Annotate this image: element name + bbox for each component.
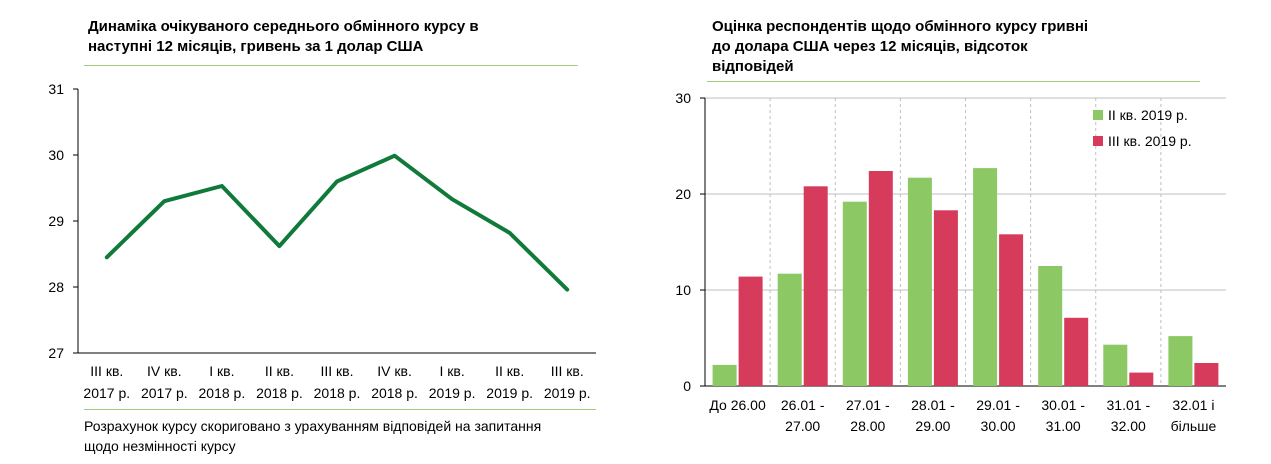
right-title-line-3: відповідей	[712, 58, 794, 75]
legend-label: III кв. 2019 р.	[1108, 133, 1192, 149]
left-x-tick-label: 2019 р.	[544, 385, 591, 401]
right-x-tick-label: 27.00	[785, 418, 820, 434]
bar-q3-2019	[738, 276, 763, 386]
right-x-tick-label: 29.01 -	[976, 397, 1020, 413]
left-x-tick-label: 2019 р.	[429, 385, 476, 401]
left-title-rule	[84, 65, 578, 66]
right-x-tick-label: 26.01 -	[781, 397, 825, 413]
right-x-tick-label: 29.00	[915, 418, 950, 434]
left-x-tick-label: I кв.	[209, 363, 234, 379]
legend-swatch	[1093, 136, 1103, 146]
right-x-tick-label: 30.01 -	[1041, 397, 1085, 413]
left-title-line-2: наступні 12 місяців, гривень за 1 долар …	[88, 38, 424, 55]
left-chart-note: Розрахунок курсу скориговано з урахуванн…	[84, 416, 614, 456]
left-y-tick-label: 30	[48, 147, 64, 163]
bar-q2-2019	[842, 201, 867, 386]
left-chart-title: Динаміка очікуваного середнього обмінног…	[88, 17, 588, 57]
left-title-line-1: Динаміка очікуваного середнього обмінног…	[88, 18, 479, 35]
bar-q3-2019	[1064, 317, 1089, 386]
bar-q3-2019	[1129, 372, 1154, 386]
bar-q2-2019	[1103, 344, 1128, 386]
left-x-tick-label: 2018 р.	[256, 385, 303, 401]
right-x-tick-label: До 26.00	[709, 397, 766, 413]
bar-q3-2019	[803, 186, 828, 386]
bar-q3-2019	[868, 171, 893, 386]
legend-label: II кв. 2019 р.	[1108, 107, 1188, 123]
left-x-tick-label: 2019 р.	[486, 385, 533, 401]
bar-q3-2019	[999, 234, 1024, 386]
legend-swatch	[1093, 110, 1103, 120]
left-x-tick-label: III кв.	[90, 363, 123, 379]
right-y-tick-label: 20	[675, 186, 691, 202]
note-line-1: Розрахунок курсу скориговано з урахуванн…	[84, 418, 542, 434]
left-y-tick-label: 29	[48, 213, 64, 229]
bar-q3-2019	[1194, 363, 1219, 386]
right-x-tick-label: більше	[1171, 418, 1217, 434]
right-x-tick-label: 27.01 -	[846, 397, 890, 413]
bar-q2-2019	[907, 177, 932, 386]
right-x-tick-label: 32.01 і	[1172, 397, 1214, 413]
right-title-rule	[707, 81, 1200, 82]
right-title-line-1: Оцінка респондентів щодо обмінного курсу…	[712, 18, 1089, 35]
left-y-tick-label: 28	[48, 279, 64, 295]
bar-q2-2019	[712, 364, 737, 386]
left-y-tick-label: 31	[48, 81, 64, 97]
left-note-rule	[84, 409, 596, 410]
left-x-tick-label: II кв.	[495, 363, 524, 379]
left-x-tick-label: 2018 р.	[371, 385, 418, 401]
bar-q3-2019	[933, 210, 958, 386]
right-x-tick-label: 28.01 -	[911, 397, 955, 413]
right-x-tick-label: 31.00	[1046, 418, 1081, 434]
right-title-line-2: до долара США через 12 місяців, відсоток	[712, 38, 1028, 55]
right-y-tick-label: 0	[683, 378, 691, 394]
left-x-tick-label: III кв.	[551, 363, 584, 379]
right-x-tick-label: 31.01 -	[1107, 397, 1151, 413]
left-x-tick-label: 2017 р.	[141, 385, 188, 401]
left-x-tick-label: IV кв.	[377, 363, 412, 379]
left-x-tick-label: 2018 р.	[314, 385, 361, 401]
right-x-tick-label: 32.00	[1111, 418, 1146, 434]
left-x-tick-label: III кв.	[320, 363, 353, 379]
left-series-line	[104, 153, 570, 292]
right-x-tick-label: 28.00	[850, 418, 885, 434]
right-y-tick-label: 30	[675, 90, 691, 106]
note-line-2: щодо незмінності курсу	[84, 438, 236, 454]
left-x-tick-label: 2017 р.	[83, 385, 130, 401]
bar-q2-2019	[1168, 336, 1193, 386]
left-x-tick-label: I кв.	[439, 363, 464, 379]
left-x-tick-label: II кв.	[265, 363, 294, 379]
right-x-tick-label: 30.00	[981, 418, 1016, 434]
left-y-tick-label: 27	[48, 345, 64, 361]
left-x-tick-label: 2018 р.	[199, 385, 246, 401]
bar-q2-2019	[973, 168, 998, 386]
bar-q2-2019	[777, 273, 802, 386]
right-chart-title: Оцінка респондентів щодо обмінного курсу…	[712, 17, 1192, 77]
right-y-tick-label: 10	[675, 282, 691, 298]
bar-q2-2019	[1038, 266, 1063, 386]
left-x-tick-label: IV кв.	[147, 363, 182, 379]
